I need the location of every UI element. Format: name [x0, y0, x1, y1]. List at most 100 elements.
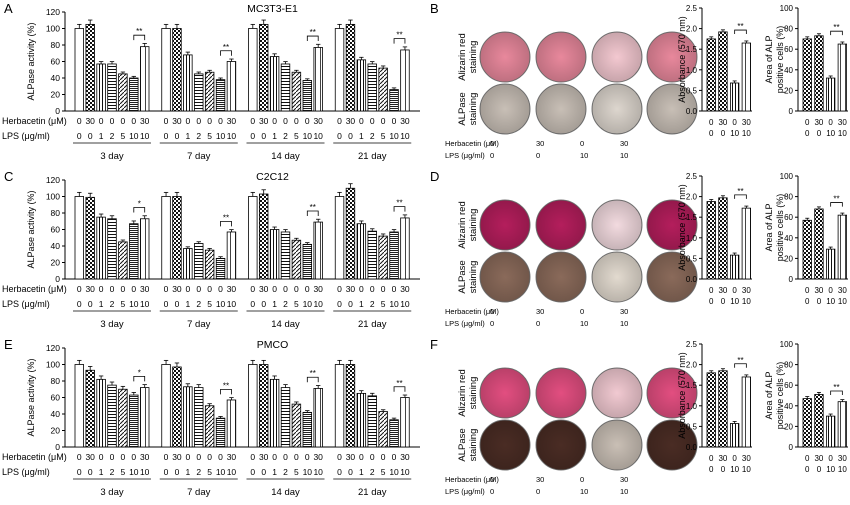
bar — [291, 239, 302, 280]
bar — [248, 196, 258, 280]
lps-value: 0 — [175, 131, 180, 141]
y-axis-label: Area of ALP — [764, 35, 774, 83]
herbacetin-value: 0 — [272, 452, 277, 462]
bar — [802, 38, 812, 112]
day-label: 3 day — [100, 151, 123, 162]
herbacetin-value: 0 — [131, 452, 136, 462]
significance-bracket — [133, 207, 146, 213]
bar — [837, 214, 847, 280]
stain-herbacetin-value: 0 — [580, 307, 584, 316]
herbacetin-value: 0 — [218, 284, 223, 294]
alp-row-label: staining — [468, 93, 479, 126]
significance-bracket — [306, 210, 319, 216]
bar — [269, 378, 280, 448]
y-tick-label: 60 — [51, 393, 61, 403]
lps-value: 0 — [250, 299, 255, 309]
herbacetin-value: 0 — [381, 284, 386, 294]
lps-value: 2 — [110, 299, 115, 309]
lps-value: 10 — [730, 297, 739, 306]
herbacetin-value: 0 — [196, 452, 201, 462]
lps-value: 10 — [129, 131, 139, 141]
herbacetin-value: 30 — [172, 116, 182, 126]
lps-value: 5 — [381, 299, 386, 309]
bar — [161, 28, 171, 112]
y-tick-label: 60 — [784, 213, 793, 222]
herbacetin-value: 0 — [732, 286, 737, 295]
bar — [258, 23, 269, 112]
lps-value: 0 — [77, 299, 82, 309]
herbacetin-value: 0 — [359, 116, 364, 126]
alp-row-label: staining — [468, 261, 479, 294]
day-label: 7 day — [187, 151, 210, 162]
significance-mark: ** — [737, 187, 743, 196]
bar — [741, 376, 751, 448]
y-axis-label: positive cells (%) — [775, 194, 785, 262]
lps-value: 2 — [196, 299, 201, 309]
y-tick-label: 0 — [55, 442, 60, 452]
y-tick-label: 20 — [51, 258, 61, 268]
herbacetin-value: 0 — [359, 284, 364, 294]
bar — [118, 388, 128, 448]
lps-value: 10 — [303, 131, 313, 141]
herbacetin-value: 30 — [313, 284, 323, 294]
herbacetin-header: Herbacetin (μM) — [2, 452, 67, 462]
herbacetin-value: 0 — [77, 452, 82, 462]
bar — [313, 47, 323, 112]
bar — [400, 49, 410, 112]
y-tick-label: 1.0 — [686, 402, 698, 411]
bar — [826, 415, 836, 448]
lps-value: 10 — [730, 129, 739, 138]
lps-value: 0 — [348, 131, 353, 141]
lps-value: 1 — [185, 467, 190, 477]
significance-mark: ** — [310, 28, 316, 37]
stain-herbacetin-value: 30 — [536, 139, 544, 148]
herbacetin-value: 0 — [164, 116, 169, 126]
lps-value: 10 — [838, 465, 847, 474]
herbacetin-value: 0 — [196, 284, 201, 294]
lps-value: 10 — [730, 465, 739, 474]
bar — [313, 221, 323, 280]
bar — [269, 229, 280, 280]
plate-shade — [592, 32, 642, 82]
herbacetin-value: 0 — [131, 284, 136, 294]
herbacetin-value: 0 — [110, 452, 115, 462]
herbacetin-value: 0 — [121, 116, 126, 126]
herbacetin-value: 0 — [709, 286, 714, 295]
stain-lps-value: 10 — [580, 151, 588, 160]
day-label: 7 day — [187, 319, 210, 330]
bar — [118, 73, 128, 112]
bar — [302, 80, 313, 112]
herbacetin-value: 0 — [196, 116, 201, 126]
stain-lps-value: 0 — [536, 319, 540, 328]
lps-value: 1 — [359, 467, 364, 477]
lps-value: 0 — [817, 297, 822, 306]
y-tick-label: 100 — [780, 340, 794, 349]
herbacetin-value: 0 — [370, 284, 375, 294]
bar — [345, 187, 356, 280]
bar — [706, 38, 716, 112]
significance-mark: ** — [737, 356, 743, 365]
lps-value: 0 — [337, 467, 342, 477]
y-axis-label: Area of ALP — [764, 371, 774, 419]
y-tick-label: 1.5 — [686, 213, 698, 222]
y-tick-label: 40 — [784, 402, 793, 411]
lps-value: 10 — [838, 297, 847, 306]
stain-herbacetin-header: Herbacetin (μM) — [445, 307, 499, 316]
bar — [367, 63, 377, 112]
y-tick-label: 0.0 — [686, 107, 698, 116]
herbacetin-value: 0 — [392, 452, 397, 462]
bar — [74, 28, 85, 112]
herbacetin-value: 0 — [805, 118, 810, 127]
herbacetin-value: 0 — [131, 116, 136, 126]
plate-shade — [647, 84, 697, 134]
bar — [139, 218, 150, 280]
y-tick-label: 2.5 — [686, 172, 698, 181]
lps-value: 0 — [77, 131, 82, 141]
lps-value: 5 — [294, 467, 299, 477]
bar — [74, 364, 85, 448]
y-tick-label: 2.0 — [686, 361, 698, 370]
y-tick-label: 0 — [55, 274, 60, 284]
lps-value: 5 — [207, 131, 212, 141]
